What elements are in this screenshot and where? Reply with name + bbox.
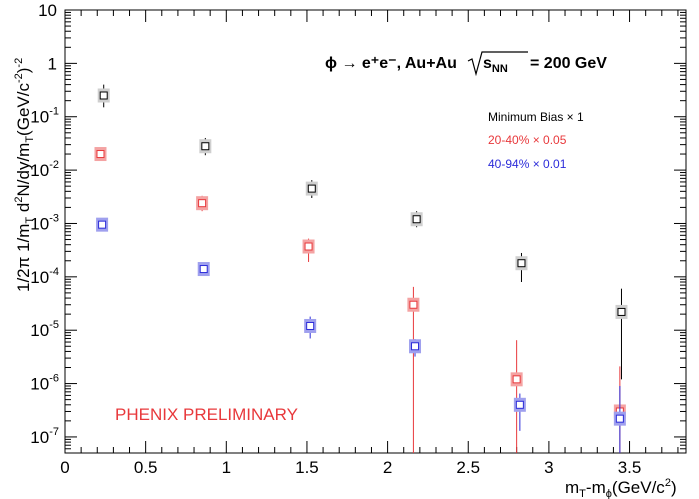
data-point — [304, 242, 313, 251]
y-tick-label: 10-3 — [30, 212, 59, 233]
data-point — [96, 150, 105, 159]
y-tick-label: 10-5 — [30, 319, 59, 340]
y-tick-label: 10-4 — [30, 266, 59, 287]
y-tick-label: 10-1 — [30, 106, 59, 127]
data-point — [615, 414, 624, 423]
x-axis: 0 0.5 1 1.5 2 2.5 3 3.5 — [60, 10, 679, 477]
data-point — [512, 375, 521, 384]
x-tick-label: 3 — [544, 458, 553, 477]
legend-entry: 40-94% × 0.01 — [488, 157, 567, 171]
data-point — [515, 400, 524, 409]
x-tick-label: 0.5 — [134, 458, 158, 477]
x-tick-label: 0 — [60, 458, 69, 477]
chart-title-energy: = 200 GeV — [530, 55, 607, 72]
x-tick-label: 2.5 — [456, 458, 480, 477]
y-tick-label: 10 — [38, 1, 57, 20]
legend-entry: 20-40% × 0.05 — [488, 133, 567, 147]
x-tick-label: 1 — [222, 458, 231, 477]
sqrt-sign — [467, 51, 528, 77]
x-tick-label: 1.5 — [295, 458, 319, 477]
x-tick-label: 2 — [383, 458, 392, 477]
data-layer — [94, 84, 628, 453]
data-point — [306, 321, 315, 330]
series-2 — [96, 217, 626, 453]
x-axis-title: mT-mϕ(GeV/c2) — [565, 477, 677, 499]
x-tick-label: 3.5 — [618, 458, 642, 477]
series-0 — [97, 84, 628, 380]
data-point — [409, 300, 418, 309]
data-point — [198, 199, 207, 208]
y-tick-label: 10-7 — [30, 426, 59, 447]
y-tick-label: 10-6 — [30, 373, 59, 394]
legend: Minimum Bias × 1 20-40% × 0.05 40-94% × 0.… — [488, 110, 584, 171]
data-point — [307, 184, 316, 193]
data-point — [201, 142, 210, 151]
chart-title-sqrt: sNN — [483, 55, 508, 75]
y-axis: 10-7 10-6 10-5 10-4 10-3 10-2 10-1 1 10 — [30, 1, 686, 454]
data-point — [199, 265, 208, 274]
y-axis-title: 1/2π 1/mT d2N/dy/mT(GeV/c-2)-2 — [13, 58, 36, 292]
data-point — [99, 91, 108, 100]
data-point — [517, 259, 526, 268]
data-point — [412, 215, 421, 224]
preliminary-annotation: PHENIX PRELIMINARY — [115, 405, 298, 424]
data-point — [411, 342, 420, 351]
y-tick-label: 10-2 — [30, 159, 59, 180]
data-point — [617, 307, 626, 316]
legend-entry: Minimum Bias × 1 — [488, 110, 584, 124]
plot-frame — [64, 9, 687, 454]
data-point — [98, 220, 107, 229]
y-tick-label: 1 — [48, 54, 57, 73]
chart-title: ϕ → e⁺e⁻, Au+Au — [325, 55, 457, 72]
